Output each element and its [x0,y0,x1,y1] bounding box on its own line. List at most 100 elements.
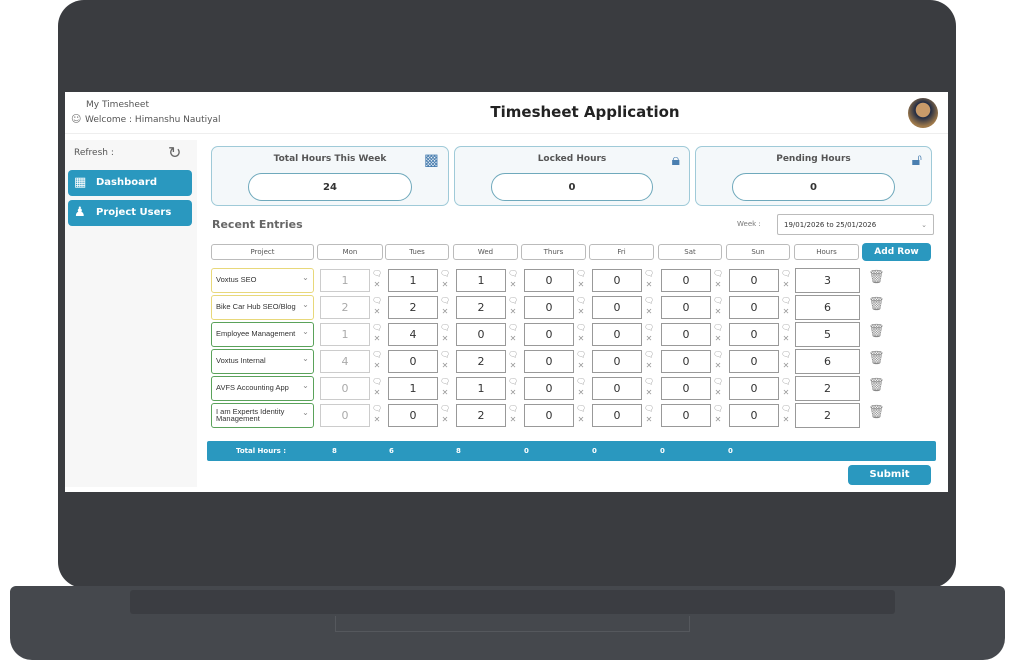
clear-icon[interactable]: ✕ [373,307,381,316]
day-hours-input[interactable]: 0 [524,323,574,346]
day-hours-input[interactable]: 0 [729,377,779,400]
comment-icon[interactable]: 🗨︎ [644,350,655,359]
day-hours-input[interactable]: 0 [729,269,779,292]
comment-icon[interactable]: 🗨︎ [440,269,451,278]
comment-icon[interactable]: 🗨︎ [576,296,587,305]
day-hours-input[interactable]: 0 [524,350,574,373]
comment-icon[interactable]: 🗨︎ [440,296,451,305]
clear-icon[interactable]: ✕ [441,334,449,343]
clear-icon[interactable]: ✕ [577,280,585,289]
day-hours-input[interactable]: 1 [320,323,370,346]
comment-icon[interactable]: 🗨︎ [372,296,383,305]
comment-icon[interactable]: 🗨︎ [508,404,519,413]
clear-icon[interactable]: ✕ [645,361,653,370]
day-hours-input[interactable]: 4 [320,350,370,373]
submit-button[interactable]: Submit [848,465,931,485]
sidebar-item-dashboard[interactable]: ▦ Dashboard [68,170,192,196]
comment-icon[interactable]: 🗨︎ [576,323,587,332]
clear-icon[interactable]: ✕ [509,280,517,289]
clear-icon[interactable]: ✕ [645,415,653,424]
comment-icon[interactable]: 🗨︎ [781,350,792,359]
clear-icon[interactable]: ✕ [577,307,585,316]
project-select[interactable]: AVFS Accounting App ⌄ [211,376,314,401]
clear-icon[interactable]: ✕ [509,307,517,316]
clear-icon[interactable]: ✕ [577,334,585,343]
trash-icon[interactable]: 🗑︎ [868,405,885,420]
day-hours-input[interactable]: 0 [592,323,642,346]
day-hours-input[interactable]: 2 [320,296,370,319]
day-hours-input[interactable]: 0 [388,404,438,427]
clear-icon[interactable]: ✕ [714,307,722,316]
comment-icon[interactable]: 🗨︎ [576,377,587,386]
day-hours-input[interactable]: 0 [320,377,370,400]
comment-icon[interactable]: 🗨︎ [440,377,451,386]
comment-icon[interactable]: 🗨︎ [372,269,383,278]
clear-icon[interactable]: ✕ [509,334,517,343]
project-select[interactable]: I am Experts Identity Management ⌄ [211,403,314,428]
clear-icon[interactable]: ✕ [509,415,517,424]
comment-icon[interactable]: 🗨︎ [781,269,792,278]
day-hours-input[interactable]: 0 [388,350,438,373]
comment-icon[interactable]: 🗨︎ [508,323,519,332]
comment-icon[interactable]: 🗨︎ [372,404,383,413]
clear-icon[interactable]: ✕ [645,280,653,289]
clear-icon[interactable]: ✕ [509,388,517,397]
comment-icon[interactable]: 🗨︎ [508,296,519,305]
day-hours-input[interactable]: 4 [388,323,438,346]
clear-icon[interactable]: ✕ [714,334,722,343]
refresh-icon[interactable]: ↻ [168,143,182,162]
day-hours-input[interactable]: 2 [456,404,506,427]
comment-icon[interactable]: 🗨︎ [781,377,792,386]
clear-icon[interactable]: ✕ [714,361,722,370]
clear-icon[interactable]: ✕ [577,388,585,397]
day-hours-input[interactable]: 0 [661,323,711,346]
day-hours-input[interactable]: 0 [592,296,642,319]
comment-icon[interactable]: 🗨︎ [372,350,383,359]
comment-icon[interactable]: 🗨︎ [576,350,587,359]
trash-icon[interactable]: 🗑︎ [868,270,885,285]
day-hours-input[interactable]: 0 [592,269,642,292]
comment-icon[interactable]: 🗨︎ [644,377,655,386]
trash-icon[interactable]: 🗑︎ [868,324,885,339]
clear-icon[interactable]: ✕ [373,415,381,424]
comment-icon[interactable]: 🗨︎ [713,323,724,332]
day-hours-input[interactable]: 0 [661,377,711,400]
clear-icon[interactable]: ✕ [373,334,381,343]
day-hours-input[interactable]: 1 [456,269,506,292]
day-hours-input[interactable]: 1 [320,269,370,292]
trash-icon[interactable]: 🗑︎ [868,378,885,393]
day-hours-input[interactable]: 0 [524,404,574,427]
day-hours-input[interactable]: 0 [524,296,574,319]
project-select[interactable]: Employee Management ⌄ [211,322,314,347]
comment-icon[interactable]: 🗨︎ [781,323,792,332]
comment-icon[interactable]: 🗨︎ [508,377,519,386]
trash-icon[interactable]: 🗑︎ [868,297,885,312]
clear-icon[interactable]: ✕ [782,415,790,424]
clear-icon[interactable]: ✕ [441,280,449,289]
sidebar-item-project-users[interactable]: ♟ Project Users [68,200,192,226]
clear-icon[interactable]: ✕ [509,361,517,370]
day-hours-input[interactable]: 0 [729,350,779,373]
day-hours-input[interactable]: 0 [661,269,711,292]
comment-icon[interactable]: 🗨︎ [372,323,383,332]
day-hours-input[interactable]: 0 [592,377,642,400]
comment-icon[interactable]: 🗨︎ [440,323,451,332]
day-hours-input[interactable]: 0 [729,404,779,427]
clear-icon[interactable]: ✕ [577,361,585,370]
clear-icon[interactable]: ✕ [441,307,449,316]
day-hours-input[interactable]: 0 [524,377,574,400]
project-select[interactable]: Bike Car Hub SEO/Blog ⌄ [211,295,314,320]
clear-icon[interactable]: ✕ [714,280,722,289]
clear-icon[interactable]: ✕ [782,334,790,343]
day-hours-input[interactable]: 0 [524,269,574,292]
day-hours-input[interactable]: 1 [388,269,438,292]
comment-icon[interactable]: 🗨︎ [644,404,655,413]
day-hours-input[interactable]: 2 [456,350,506,373]
comment-icon[interactable]: 🗨︎ [713,377,724,386]
trash-icon[interactable]: 🗑︎ [868,351,885,366]
clear-icon[interactable]: ✕ [782,388,790,397]
comment-icon[interactable]: 🗨︎ [372,377,383,386]
clear-icon[interactable]: ✕ [645,388,653,397]
comment-icon[interactable]: 🗨︎ [713,296,724,305]
day-hours-input[interactable]: 0 [456,323,506,346]
